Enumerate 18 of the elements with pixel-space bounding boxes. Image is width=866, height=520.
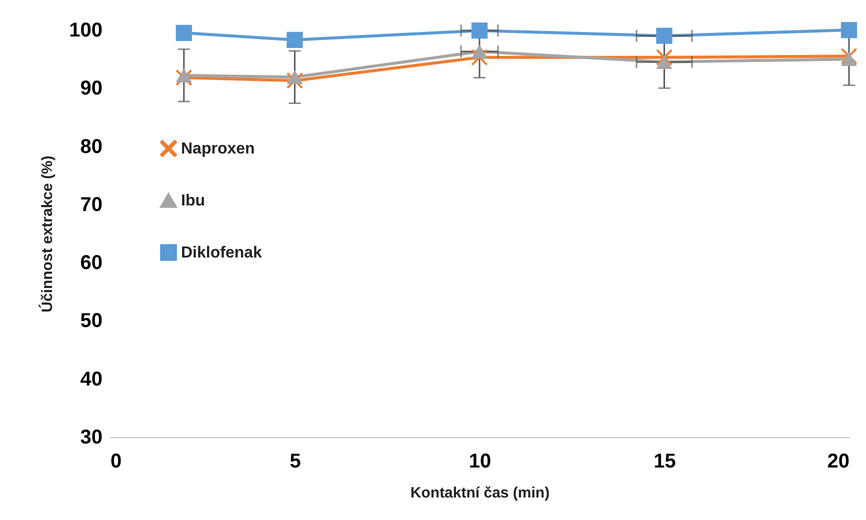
- y-tick-label: 100: [69, 20, 102, 42]
- y-tick-label: 30: [80, 426, 102, 448]
- legend-label: Naproxen: [181, 140, 255, 158]
- x-tick-label: 10: [468, 450, 492, 472]
- legend-label: Ibu: [181, 192, 205, 210]
- y-tick-label: 90: [80, 78, 102, 100]
- x-tick-label: 15: [654, 450, 676, 472]
- y-tick-label: 60: [80, 252, 102, 274]
- y-axis-title: Účinnost extrakce (%): [38, 156, 56, 312]
- x-tick-label: 5: [290, 450, 301, 472]
- x-tick-label: 20: [827, 450, 850, 472]
- y-tick-label: 50: [80, 310, 102, 332]
- y-tick-label: 80: [80, 136, 102, 158]
- y-tick-label: 70: [80, 194, 102, 216]
- y-tick-label: 40: [80, 368, 102, 390]
- x-axis-title: Kontaktní čas (min): [410, 484, 550, 502]
- x-tick-label: 0: [110, 450, 122, 472]
- legend-label: Diklofenak: [181, 244, 262, 262]
